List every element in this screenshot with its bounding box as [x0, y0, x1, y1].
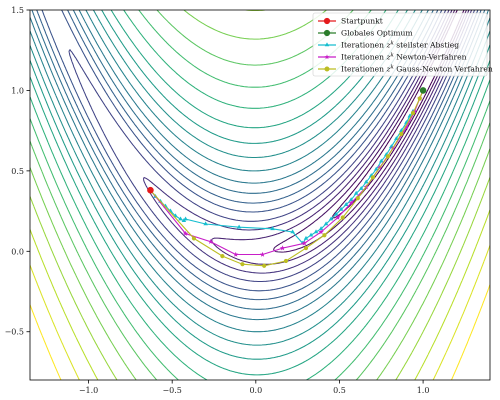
series-2-point-10 [236, 224, 242, 229]
series-4-point-1 [191, 236, 197, 241]
series-4-line [149, 90, 424, 267]
series-4-point-4 [262, 263, 267, 268]
series-2-point-22 [343, 202, 349, 206]
series-2-point-11 [270, 226, 275, 231]
series-4-point-10 [370, 175, 376, 180]
series-2-point-6 [178, 216, 183, 221]
x-tick-label-1: −0.5 [162, 386, 181, 395]
y-tick-label-1: 0.0 [11, 247, 24, 256]
series-2-point-29 [379, 158, 384, 163]
legend-marker-0 [323, 17, 331, 25]
series-0 [147, 186, 154, 194]
y-axis-ticks: −0.5 0.0 0.5 1.0 1.5 [5, 6, 30, 337]
series-2-point-28 [373, 166, 379, 171]
legend-box [312, 12, 488, 77]
series-2-point-23 [348, 197, 354, 202]
x-tick-label-2: 0.0 [249, 386, 262, 395]
x-axis-ticks: −1.0 −0.5 0.0 0.5 1.0 [79, 380, 430, 395]
contour-level-16 [30, 10, 490, 380]
contour-level-20 [30, 284, 490, 380]
series-0-point-0 [147, 186, 154, 194]
contour-level-12 [30, 10, 490, 376]
series-3-point-4 [259, 251, 266, 257]
series-4-point-5 [283, 258, 289, 264]
series-4 [148, 88, 426, 268]
series-2-point-24 [353, 190, 359, 195]
series-1-point-0 [419, 87, 427, 94]
series-2-point-8 [183, 216, 188, 221]
series-4-point-13 [410, 110, 416, 116]
series-3-point-7 [318, 229, 324, 235]
legend-label-0: Startpunkt [341, 17, 383, 26]
series-4-point-8 [340, 215, 345, 220]
x-tick-label-0: −1.0 [79, 386, 98, 395]
series-2-point-26 [363, 179, 369, 184]
series-3-point-8 [335, 214, 341, 220]
contour-background [30, 10, 490, 380]
legend-marker-2 [324, 42, 330, 47]
series-3-point-14 [412, 108, 418, 114]
series-4-point-6 [303, 245, 309, 251]
series-2-point-18 [323, 221, 329, 226]
series-2-point-19 [328, 216, 334, 221]
plot-frame [29, 9, 491, 381]
series-2-point-25 [358, 185, 364, 190]
series-3-point-6 [301, 240, 307, 246]
legend-label-3: Iterationen zk Newton-Verfahren [341, 53, 467, 62]
series-4-point-2 [220, 254, 225, 259]
series-4-point-3 [240, 262, 245, 267]
y-tick-label-4: 1.5 [11, 6, 24, 15]
legend: Startpunkt Globales Optimum Iterationen zk… [312, 12, 493, 77]
series-3-point-5 [279, 245, 286, 251]
series-2-point-14 [303, 235, 309, 240]
x-tick-label-4: 1.0 [417, 386, 430, 395]
y-tick-label-2: 0.5 [11, 167, 24, 176]
series-4-point-11 [385, 154, 391, 159]
series-2-point-12 [290, 229, 295, 234]
contour-level-17 [30, 10, 490, 380]
series-3-point-2 [207, 238, 214, 244]
series-2-point-32 [394, 136, 399, 140]
legend-marker-4 [324, 66, 330, 72]
legend-marker-1 [323, 29, 331, 37]
series-4-point-7 [322, 233, 327, 238]
series-3-point-13 [403, 124, 410, 130]
contour-level-8 [30, 10, 489, 321]
series-3-point-3 [233, 251, 239, 257]
series-3-point-1 [182, 230, 189, 236]
legend-label-4: Iterationen zk Gauss-Newton Verfahren [341, 65, 493, 74]
contour-level-15 [30, 10, 490, 380]
series-2-point-15 [308, 232, 314, 237]
contour-level-10 [30, 10, 490, 346]
x-tick-label-3: 0.5 [333, 386, 346, 395]
series-2-point-21 [338, 206, 344, 211]
series-2-point-9 [203, 221, 208, 226]
series-4-point-12 [399, 131, 404, 136]
y-tick-label-3: 1.0 [11, 86, 24, 95]
series-2-point-16 [313, 229, 319, 234]
series-3-point-9 [348, 200, 354, 206]
legend-label-2: Iterationen zk steilster Abstieg [341, 41, 459, 50]
contour-level-19 [30, 245, 490, 380]
contour-level-6 [36, 10, 482, 301]
series-2-point-17 [318, 226, 324, 231]
series-1 [419, 87, 427, 94]
iteration-paths [147, 87, 427, 268]
series-2-point-20 [333, 211, 339, 216]
y-tick-label-0: −0.5 [5, 328, 24, 337]
legend-label-1: Globales Optimum [341, 29, 413, 38]
series-4-point-14 [417, 96, 422, 101]
legend-marker-3 [324, 54, 330, 60]
contour-level-18 [30, 209, 490, 380]
series-4-point-9 [355, 196, 360, 201]
